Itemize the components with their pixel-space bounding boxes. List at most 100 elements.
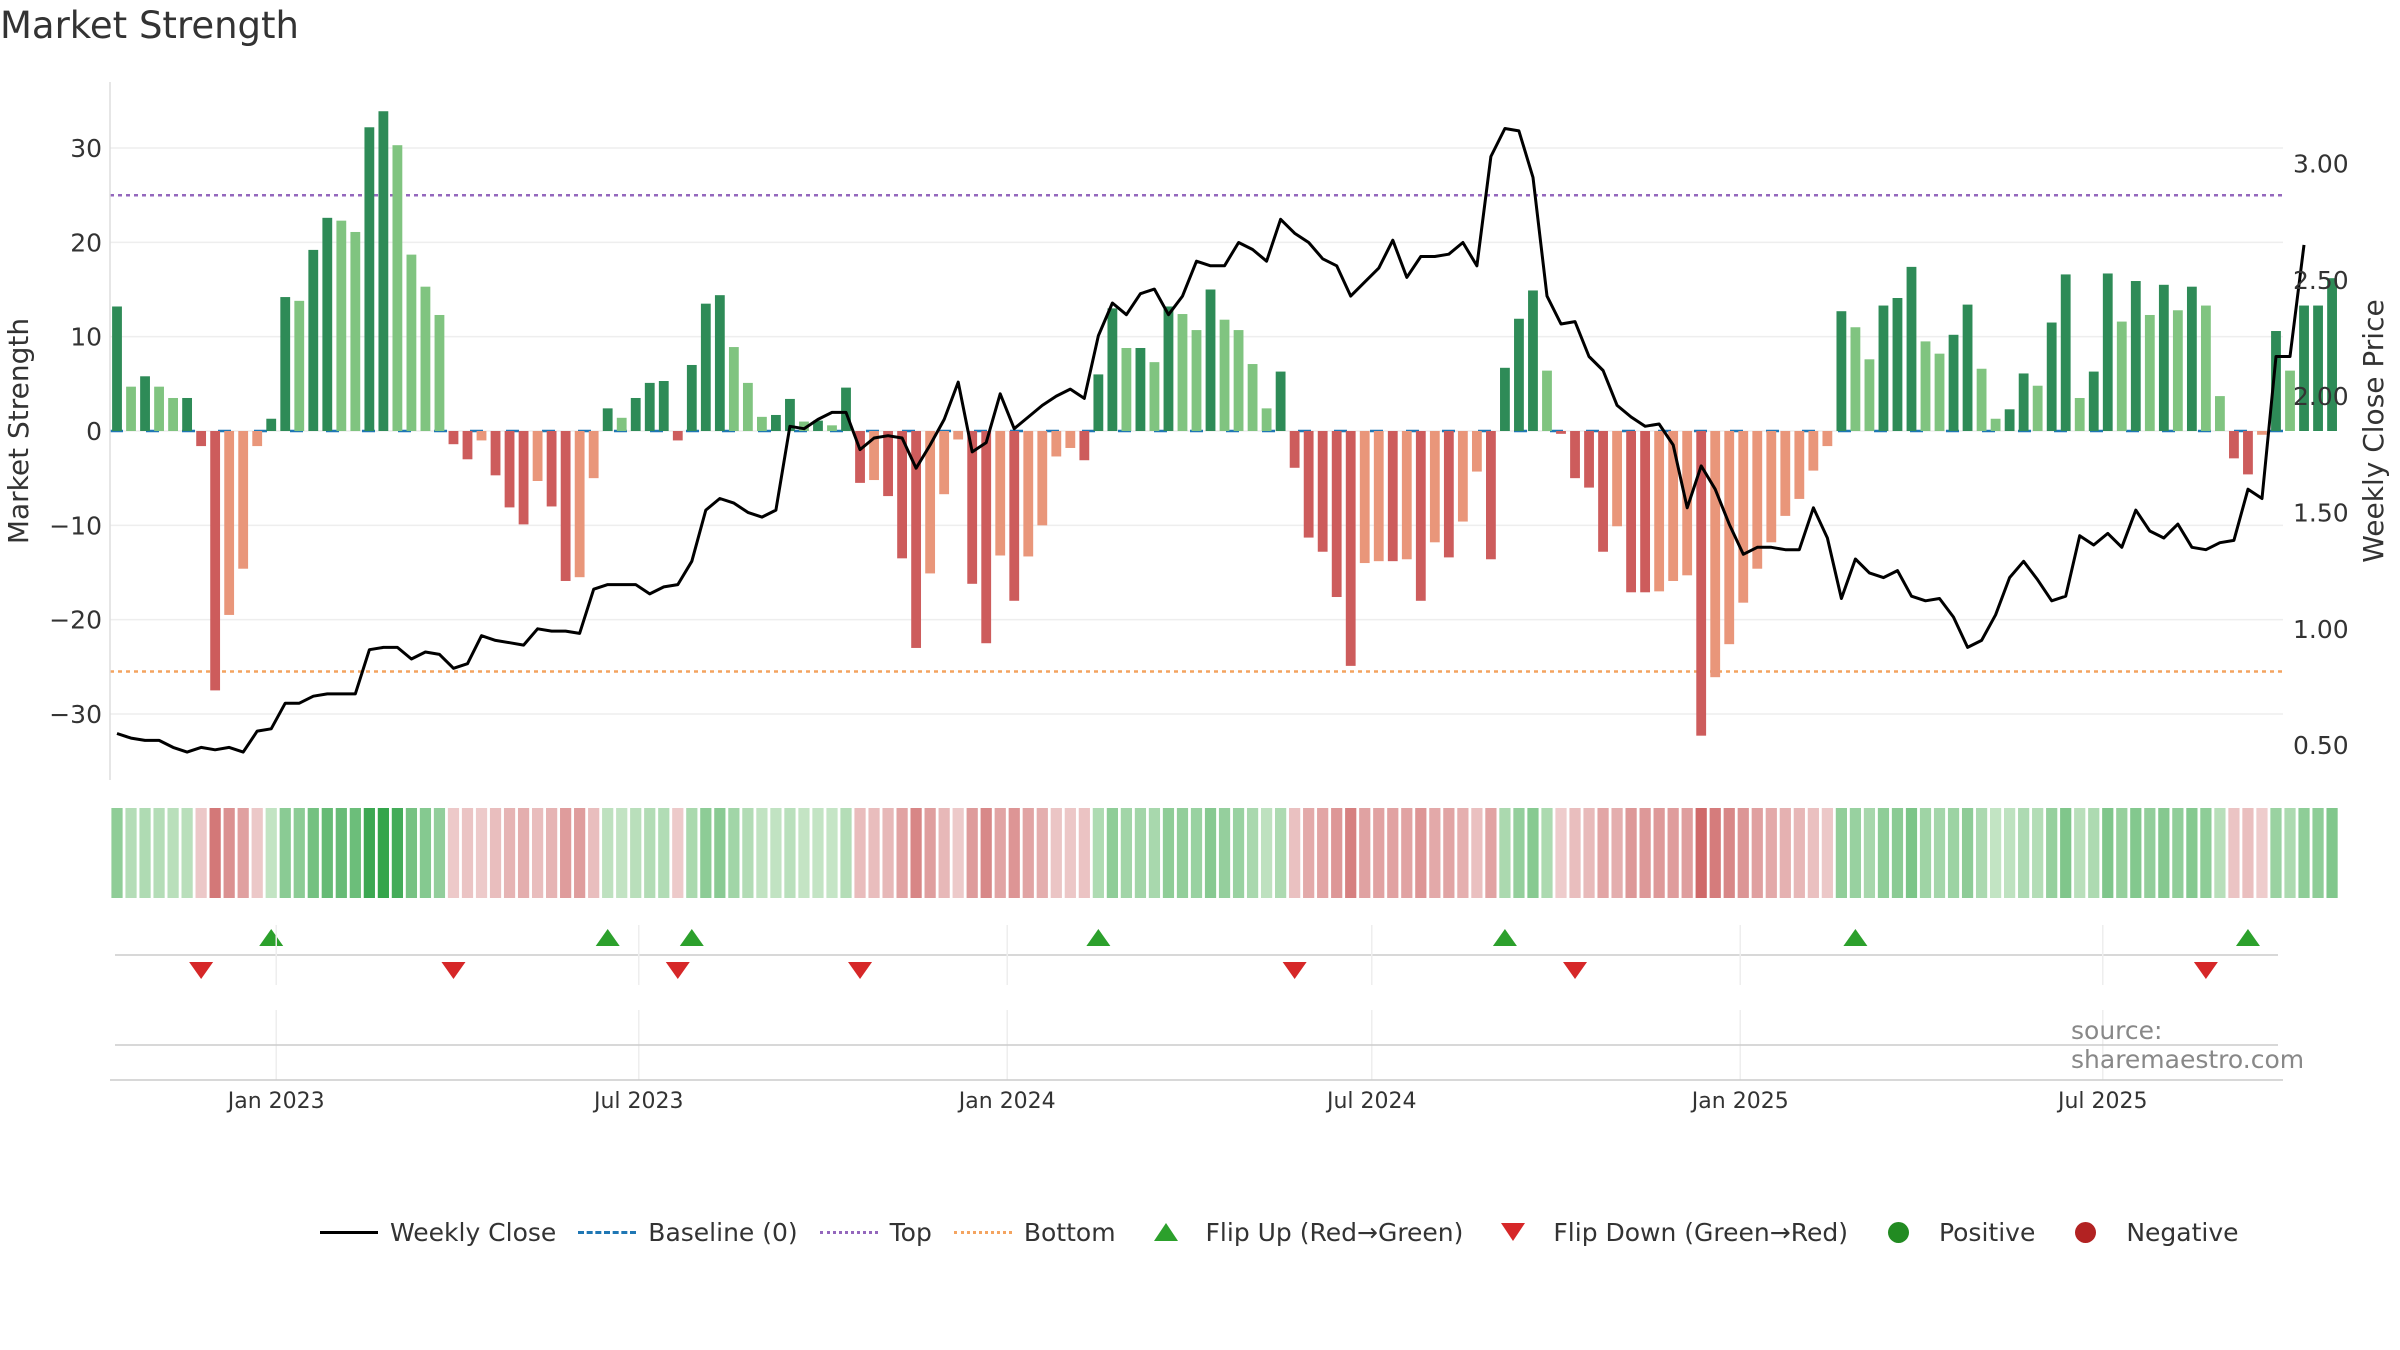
heat-cell <box>321 808 333 898</box>
heat-cell <box>798 808 810 898</box>
heat-cell <box>2004 808 2016 898</box>
heat-cell <box>237 808 249 898</box>
strength-bar <box>2158 284 2169 431</box>
strength-bar <box>1037 431 1048 526</box>
legend-top[interactable]: Top <box>819 1218 932 1247</box>
strength-bar <box>1906 266 1917 431</box>
strength-bar <box>1233 330 1244 431</box>
strength-bar <box>981 431 992 644</box>
strength-bar <box>1878 305 1889 431</box>
legend-baseline[interactable]: Baseline (0) <box>578 1218 798 1247</box>
strength-bar <box>1710 431 1721 678</box>
heat-cell <box>1667 808 1679 898</box>
strength-bar <box>869 431 879 481</box>
heat-cell <box>784 808 796 898</box>
strength-bar <box>1920 341 1931 431</box>
strength-bar <box>1584 431 1594 488</box>
legend-positive[interactable]: Positive <box>1870 1218 2035 1247</box>
heat-cell <box>1471 808 1483 898</box>
strength-bar <box>728 347 739 431</box>
strength-bar <box>462 431 473 460</box>
heat-cell <box>2060 808 2072 898</box>
flip-down-marker <box>2193 962 2218 979</box>
heat-cell <box>195 808 207 898</box>
y-tick-label: 20 <box>70 228 102 257</box>
legend-negative[interactable]: Negative <box>2057 1218 2239 1247</box>
legend-flip-down[interactable]: Flip Down (Green→Red) <box>1485 1218 1848 1247</box>
strength-bar <box>1934 353 1945 431</box>
heat-cell <box>405 808 418 898</box>
heat-cell <box>2200 808 2212 898</box>
circle-icon <box>1887 1221 1909 1243</box>
heat-cell <box>1611 808 1623 898</box>
strength-bar <box>1696 431 1707 736</box>
strength-bar <box>2257 431 2267 435</box>
strength-bar <box>1556 431 1566 434</box>
legend-weekly-close[interactable]: Weekly Close <box>320 1218 556 1247</box>
strength-bar <box>1345 431 1356 666</box>
x-tick-label: Jan 2024 <box>957 1089 1056 1114</box>
strength-bar <box>560 431 571 581</box>
strength-bar <box>1443 431 1454 558</box>
strength-bar <box>939 431 950 495</box>
heat-cell <box>2032 808 2044 898</box>
heat-cell <box>293 808 305 898</box>
heat-cell <box>1022 808 1034 898</box>
heat-cell <box>489 808 502 898</box>
strength-bar <box>2327 278 2337 431</box>
y-tick-label: −10 <box>49 511 102 540</box>
heat-cell <box>1681 808 1693 898</box>
x-tick-label: Jul 2024 <box>1325 1089 1417 1114</box>
flip-markers <box>115 929 2278 979</box>
strength-heat-strip <box>111 808 2338 898</box>
heat-cell <box>1807 808 1819 898</box>
heat-cell <box>616 808 628 898</box>
heat-cell <box>1793 808 1805 898</box>
strength-bar <box>2285 370 2295 431</box>
strength-bar <box>1191 330 1202 431</box>
strength-bar <box>1107 308 1118 431</box>
strength-bar <box>294 300 305 431</box>
strength-bar <box>336 220 347 431</box>
strength-bar <box>210 431 221 691</box>
strength-bar <box>2130 281 2141 431</box>
heat-cell <box>1709 808 1721 898</box>
heat-cell <box>517 808 530 898</box>
heat-cell <box>2074 808 2086 898</box>
strength-bar <box>1780 431 1791 516</box>
strength-bar <box>2004 409 2015 431</box>
heat-cell <box>1751 808 1763 898</box>
heat-cell <box>896 808 908 898</box>
weekly-close-line <box>116 127 2306 754</box>
flip-up-marker <box>679 929 704 946</box>
strength-bar <box>406 254 417 431</box>
weekly-close-series <box>116 127 2306 754</box>
legend-flip-up[interactable]: Flip Up (Red→Green) <box>1138 1218 1463 1247</box>
legend-label: Flip Down (Green→Red) <box>1553 1217 1848 1247</box>
heat-cell <box>1583 808 1595 898</box>
y2-tick-label: 2.00 <box>2293 382 2349 411</box>
heat-cell <box>1863 808 1876 898</box>
heat-cell <box>2214 808 2226 898</box>
heat-cell <box>854 808 866 898</box>
strength-bar <box>154 386 164 431</box>
heat-cell <box>2046 808 2058 898</box>
legend-label: Positive <box>1938 1217 2036 1247</box>
strength-bar <box>224 431 235 615</box>
heat-cell <box>1415 808 1427 898</box>
strength-bar <box>2088 371 2099 431</box>
heat-cell <box>1597 808 1609 898</box>
strength-bar <box>953 431 964 440</box>
strength-bar <box>252 431 263 447</box>
strength-bar <box>490 431 501 476</box>
strength-bar <box>827 425 837 431</box>
heat-cell <box>686 808 698 898</box>
heat-cell <box>672 808 684 898</box>
legend-bottom[interactable]: Bottom <box>953 1218 1116 1247</box>
heat-cell <box>1331 808 1343 898</box>
heat-cell <box>630 808 642 898</box>
heat-cell <box>1737 808 1749 898</box>
heat-cell <box>475 808 488 898</box>
strength-bar <box>420 286 431 431</box>
dash-swatch-icon <box>578 1230 637 1234</box>
